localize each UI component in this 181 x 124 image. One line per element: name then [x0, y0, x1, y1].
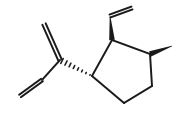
Polygon shape: [109, 16, 115, 40]
Polygon shape: [149, 46, 172, 57]
